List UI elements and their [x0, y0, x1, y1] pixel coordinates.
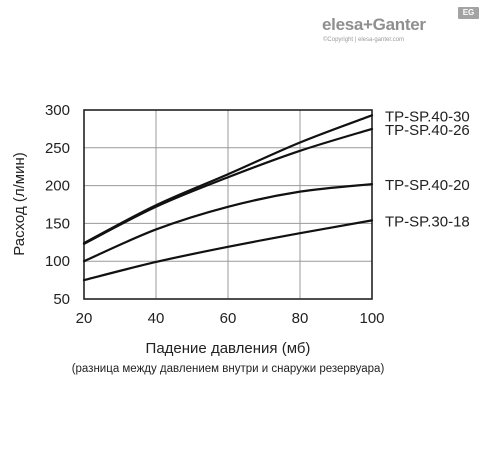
y-tick-label: 250 — [45, 140, 70, 157]
x-tick-label: 60 — [220, 310, 237, 327]
brand-logo: elesa+Ganter ©Copyright | elesa-ganter.c… — [318, 6, 482, 50]
series-label-3: TP-SP.40-20 — [385, 177, 470, 194]
x-tick-label: 40 — [148, 310, 165, 327]
x-axis-note: (разница между давлением внутри и снаруж… — [72, 363, 385, 375]
y-tick-label: 50 — [53, 291, 70, 308]
logo-badge: EG — [458, 7, 479, 19]
series-lines — [82, 114, 374, 282]
y-tick-label: 300 — [45, 102, 70, 119]
x-tick-label: 80 — [292, 310, 309, 327]
x-tick-label: 20 — [76, 310, 93, 327]
series-label-4: TP-SP.30-18 — [385, 213, 470, 230]
plot-frame — [83, 109, 373, 300]
logo-wordmark: elesa+Ganter — [322, 15, 426, 34]
y-tick-label: 100 — [45, 253, 70, 270]
grid-lines — [84, 110, 372, 299]
series-line-4 — [82, 219, 374, 282]
x-tick-labels: 20 40 60 80 100 — [76, 310, 385, 327]
series-label-2: TP-SP.40-26 — [385, 122, 470, 139]
x-tick-label: 100 — [359, 310, 384, 327]
logo-copyright: ©Copyright | elesa-ganter.com — [323, 37, 405, 43]
y-tick-labels: 50 100 150 200 250 300 — [45, 102, 70, 308]
series-line-2 — [82, 127, 374, 245]
y-tick-label: 200 — [45, 178, 70, 195]
series-line-3 — [82, 182, 374, 263]
series-label-1: TP-SP.40-30 — [385, 108, 470, 125]
y-axis-label: Расход (л/мин) — [11, 152, 28, 256]
x-axis-label: Падение давления (мб) — [146, 340, 311, 357]
y-tick-label: 150 — [45, 215, 70, 232]
